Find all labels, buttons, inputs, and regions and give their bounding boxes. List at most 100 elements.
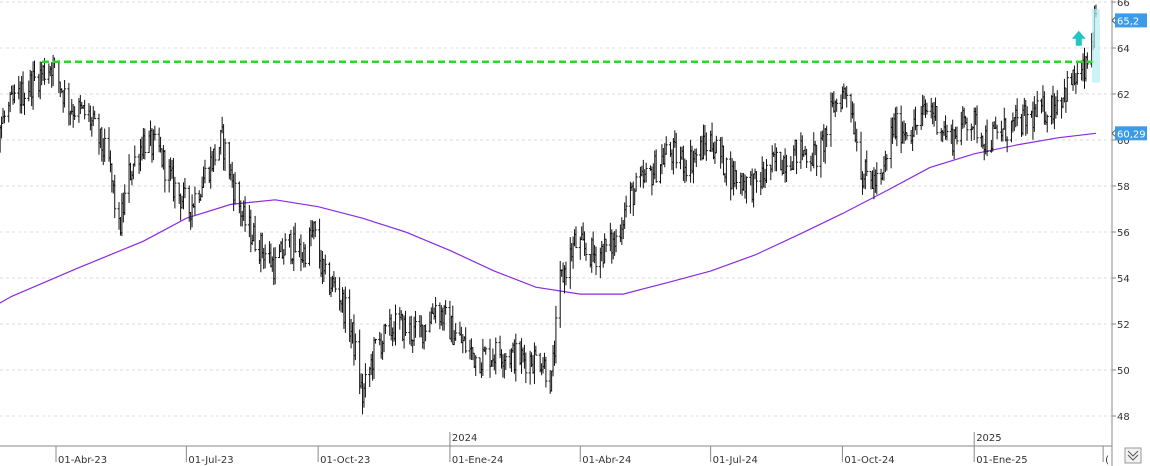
price-bar (845, 86, 849, 108)
price-bar (754, 171, 758, 193)
y-tick-label: 56 (1117, 228, 1130, 239)
price-bar (173, 176, 177, 209)
price-bars-series (0, 4, 1098, 415)
price-bar (975, 105, 979, 144)
price-bar (353, 333, 357, 361)
price-bar (895, 106, 899, 147)
chart-overlays (42, 8, 1100, 83)
price-bar (865, 150, 869, 177)
price-bar (905, 132, 909, 140)
price-bar (544, 356, 548, 388)
year-label: 2025 (976, 433, 1001, 444)
price-bar (965, 117, 969, 141)
breakout-arrow-icon (1071, 30, 1086, 46)
price-bar (363, 363, 367, 398)
price-bar (63, 79, 67, 108)
price-bar (815, 144, 819, 176)
last-value-tag: 65,2 (1111, 13, 1147, 28)
price-bar (1075, 61, 1079, 85)
price-bar (223, 138, 227, 171)
x-tick-label: 01-Oct-23 (320, 455, 370, 466)
price-bar (875, 162, 879, 195)
price-bar (524, 352, 528, 384)
price-bar (263, 244, 267, 269)
price-bar (2, 110, 6, 124)
price-bar (885, 154, 889, 171)
x-tick-label: 01-Abr-24 (582, 455, 631, 466)
price-bar (253, 215, 257, 252)
zoom-icon[interactable] (1124, 447, 1142, 464)
price-bar (33, 60, 37, 82)
y-tick-label: 66 (1117, 0, 1130, 9)
price-bar (764, 159, 768, 184)
grid-lines (0, 1, 1112, 417)
price-bar (775, 147, 779, 172)
price-bar (785, 154, 789, 183)
highlight-bar (1091, 8, 1100, 83)
price-bar (163, 149, 167, 193)
price-bar (203, 159, 207, 184)
price-bar (684, 159, 688, 182)
price-bar (945, 124, 949, 141)
price-bar (724, 157, 728, 186)
y-tick-label: 52 (1117, 320, 1130, 331)
price-bar (915, 124, 919, 135)
price-bar (624, 195, 628, 218)
price-bar (1025, 106, 1029, 134)
price-bar (955, 126, 959, 145)
last-value-label: 60,29 (1117, 129, 1146, 140)
last-value-tags: 65,2 60,29 (1111, 13, 1147, 141)
price-bar (213, 144, 217, 166)
price-bar (454, 323, 458, 341)
price-bar (825, 125, 829, 148)
price-bar (714, 135, 718, 154)
price-bar (293, 222, 297, 253)
moving-average-line (0, 132, 1097, 304)
price-bar (404, 310, 408, 337)
price-bar (243, 196, 247, 232)
price-bar (835, 98, 839, 112)
price-bar (674, 132, 678, 169)
x-tick-label: 01-Abr-23 (58, 455, 107, 466)
price-bar (113, 174, 117, 218)
x-axis-labels: 01-Abr-23 01-Jul-23 01-Oct-23 01-Ene-24 01-A… (55, 432, 1109, 466)
price-bar (313, 220, 317, 238)
x-tick-label: 01-Jul-23 (188, 455, 233, 466)
price-bar (594, 246, 598, 276)
price-bar (584, 242, 588, 261)
price-bar (985, 119, 989, 157)
y-tick-label: 48 (1117, 412, 1130, 423)
price-bar (133, 145, 137, 167)
price-bar (554, 305, 558, 364)
y-axis-labels: 48 50 52 54 56 58 60 62 64 66 (1117, 0, 1130, 423)
price-bar (183, 177, 187, 199)
last-value-tag: 60,29 (1111, 126, 1147, 141)
price-bar (93, 110, 97, 120)
price-bar (734, 170, 738, 190)
x-tick-label: ( (1105, 455, 1109, 466)
price-bar (323, 254, 327, 275)
price-bar (1035, 91, 1039, 118)
price-bar (343, 286, 347, 333)
price-bar (654, 149, 658, 183)
axes (0, 0, 1116, 466)
price-bar (564, 261, 568, 286)
price-bar (644, 162, 648, 183)
x-tick-label: 01-Jul-24 (713, 455, 758, 466)
price-bar (383, 323, 387, 334)
price-bar (805, 148, 809, 168)
y-tick-label: 62 (1117, 90, 1130, 101)
price-bar (795, 139, 799, 175)
price-bar (494, 337, 498, 375)
price-bar (574, 226, 578, 249)
moving-average-series (0, 132, 1097, 304)
price-bar (664, 136, 668, 155)
price-bar (73, 106, 77, 121)
y-tick-label: 64 (1117, 44, 1130, 55)
x-tick-label: 01-Ene-25 (976, 455, 1027, 466)
price-bar (143, 128, 147, 160)
price-bar (434, 296, 438, 324)
price-bar (474, 355, 478, 377)
price-bar (614, 229, 618, 253)
